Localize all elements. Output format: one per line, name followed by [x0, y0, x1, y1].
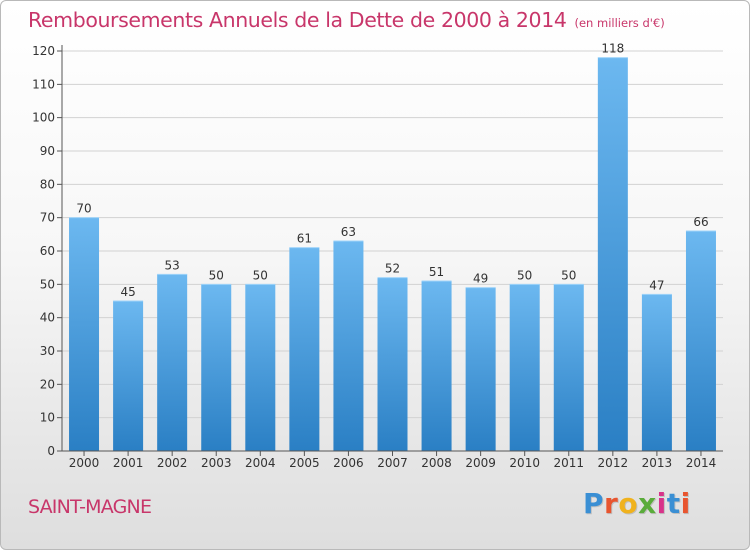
data-label-2006: 63 — [341, 225, 356, 239]
y-tick-label: 120 — [32, 44, 55, 58]
y-tick-label: 90 — [40, 144, 55, 158]
data-label-2005: 61 — [297, 232, 312, 246]
logo-letter: x — [638, 487, 657, 520]
data-label-2000: 70 — [76, 202, 91, 216]
data-label-2002: 53 — [165, 258, 180, 272]
x-tick-label-2001: 2001 — [113, 456, 144, 470]
y-tick-label: 10 — [40, 411, 55, 425]
y-tick-label: 20 — [40, 377, 55, 391]
y-tick-label: 80 — [40, 177, 55, 191]
bar-2003 — [201, 284, 232, 451]
x-tick-label-2009: 2009 — [465, 456, 496, 470]
y-tick-label: 70 — [40, 211, 55, 225]
data-label-2011: 50 — [561, 268, 576, 282]
logo-letter: t — [666, 487, 681, 520]
x-tick-label-2008: 2008 — [421, 456, 452, 470]
data-label-2007: 52 — [385, 262, 400, 276]
y-tick-label: 50 — [40, 277, 55, 291]
x-tick-label-2004: 2004 — [245, 456, 276, 470]
x-tick-label-2012: 2012 — [598, 456, 629, 470]
x-tick-label-2002: 2002 — [157, 456, 188, 470]
logo-letter: o — [618, 487, 639, 520]
bar-2002 — [157, 274, 188, 451]
data-label-2009: 49 — [473, 272, 488, 286]
bar-2010 — [509, 284, 540, 451]
y-tick-label: 100 — [32, 111, 55, 125]
bar-2006 — [333, 241, 364, 451]
x-tick-label-2013: 2013 — [642, 456, 673, 470]
bar-2008 — [421, 281, 452, 451]
logo-letter: P — [583, 487, 605, 520]
x-tick-label-2007: 2007 — [377, 456, 408, 470]
data-label-2013: 47 — [649, 278, 664, 292]
bar-2001 — [113, 301, 144, 451]
bar-2004 — [245, 284, 276, 451]
data-label-2008: 51 — [429, 265, 444, 279]
x-tick-label-2010: 2010 — [509, 456, 540, 470]
y-tick-label: 60 — [40, 244, 55, 258]
x-tick-label-2005: 2005 — [289, 456, 320, 470]
x-tick-label-2006: 2006 — [333, 456, 364, 470]
bar-2012 — [597, 57, 628, 452]
bar-layer — [69, 57, 716, 452]
chart-unit: (en milliers d'€) — [574, 16, 665, 30]
data-label-2012: 118 — [601, 42, 624, 56]
logo-letter: i — [680, 487, 691, 520]
y-tick-label: 30 — [40, 344, 55, 358]
x-tick-label-2003: 2003 — [201, 456, 232, 470]
bar-2013 — [641, 294, 672, 451]
bar-2005 — [289, 247, 320, 451]
x-tick-label-2000: 2000 — [69, 456, 100, 470]
y-tick-label: 110 — [32, 77, 55, 91]
x-tick-label-2011: 2011 — [553, 456, 584, 470]
bar-2000 — [69, 217, 100, 451]
data-label-2014: 66 — [693, 215, 708, 229]
proxiti-logo: Proxiti — [583, 487, 691, 520]
bar-2014 — [685, 231, 716, 451]
label-layer: 70 45 53 50 50 61 63 52 51 49 50 50 118 47 66 — [76, 42, 708, 299]
commune-name: SAINT-MAGNE — [28, 496, 152, 518]
chart-title-text: Remboursements Annuels de la Dette de 20… — [28, 8, 567, 32]
data-label-2003: 50 — [209, 268, 224, 282]
x-tick-label-2014: 2014 — [686, 456, 717, 470]
data-label-2001: 45 — [120, 285, 135, 299]
chart-title: Remboursements Annuels de la Dette de 20… — [28, 8, 665, 32]
axis-layer: 0 10 20 30 40 50 60 70 80 90 100 110 120 2000 2001 2002… — [32, 44, 723, 470]
bar-2009 — [465, 287, 496, 451]
logo-letter: r — [604, 487, 619, 520]
y-tick-label: 0 — [47, 444, 55, 458]
bar-2011 — [553, 284, 584, 451]
logo-letter: i — [656, 487, 667, 520]
y-tick-label: 40 — [40, 311, 55, 325]
data-label-2010: 50 — [517, 268, 532, 282]
data-label-2004: 50 — [253, 268, 268, 282]
bar-2007 — [377, 277, 408, 451]
